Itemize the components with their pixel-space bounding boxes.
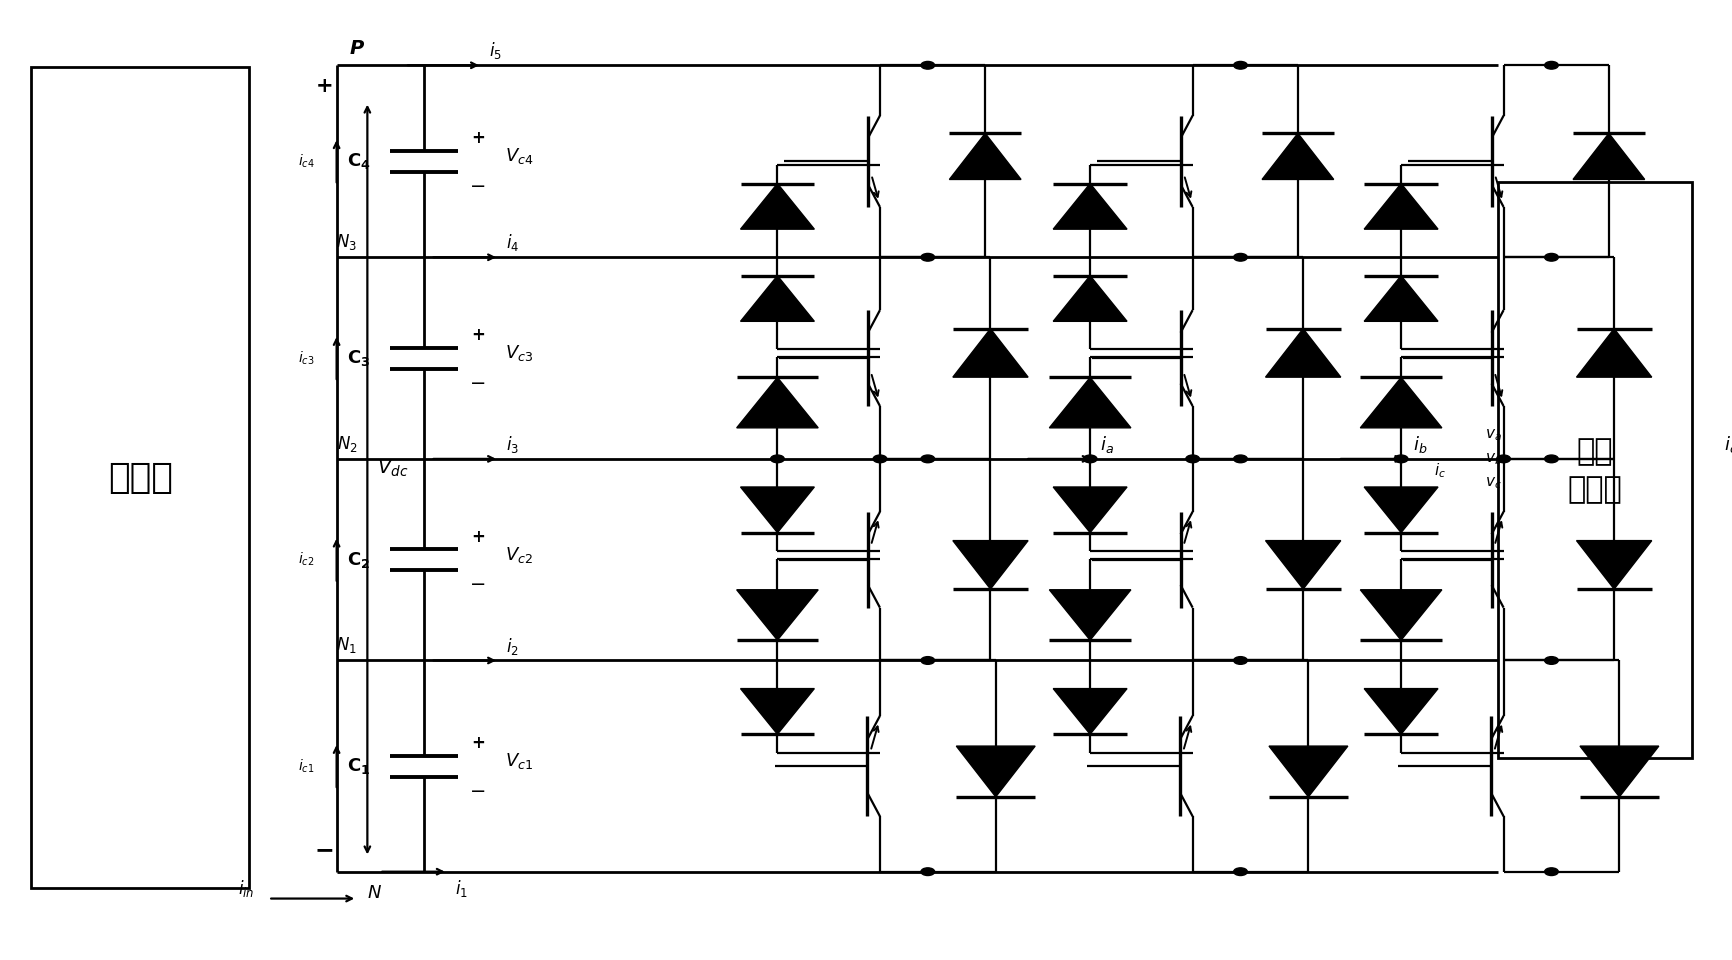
Text: $i_a$: $i_a$	[1100, 434, 1114, 455]
Text: −: −	[315, 839, 334, 863]
Text: +: +	[471, 326, 485, 344]
Circle shape	[1233, 868, 1247, 876]
Polygon shape	[736, 377, 818, 428]
Circle shape	[771, 455, 785, 463]
Polygon shape	[953, 540, 1027, 589]
Text: $\mathbf{C_4}$: $\mathbf{C_4}$	[346, 152, 371, 171]
Circle shape	[1543, 455, 1557, 463]
Text: −: −	[469, 177, 487, 196]
Text: $i_1$: $i_1$	[454, 878, 468, 900]
Text: $i_{c2}$: $i_{c2}$	[298, 551, 313, 568]
Circle shape	[920, 657, 934, 664]
Circle shape	[1082, 455, 1096, 463]
Polygon shape	[1050, 589, 1131, 640]
Polygon shape	[1264, 328, 1341, 377]
Text: 直流侧: 直流侧	[107, 461, 173, 494]
Circle shape	[1543, 253, 1557, 261]
Text: $\mathbf{C_2}$: $\mathbf{C_2}$	[346, 550, 371, 569]
Polygon shape	[1576, 328, 1651, 377]
Polygon shape	[1360, 589, 1441, 640]
Text: $N_1$: $N_1$	[336, 636, 357, 655]
Polygon shape	[736, 589, 818, 640]
Circle shape	[873, 455, 887, 463]
Circle shape	[920, 253, 934, 261]
Text: $i_{c3}$: $i_{c3}$	[298, 349, 313, 367]
FancyBboxPatch shape	[1498, 182, 1690, 758]
Text: 三相
交流侧: 三相 交流侧	[1567, 437, 1621, 504]
Text: $\mathbf{C_3}$: $\mathbf{C_3}$	[346, 348, 371, 368]
Polygon shape	[1363, 276, 1438, 322]
Polygon shape	[1050, 377, 1131, 428]
Circle shape	[920, 868, 934, 876]
Circle shape	[920, 455, 934, 463]
Polygon shape	[956, 746, 1034, 797]
Polygon shape	[1261, 133, 1334, 180]
Text: +: +	[471, 734, 485, 752]
Text: $i_{c1}$: $i_{c1}$	[298, 757, 313, 775]
Text: +: +	[471, 528, 485, 545]
Text: $i_2$: $i_2$	[506, 636, 518, 657]
Text: $V_{dc}$: $V_{dc}$	[378, 458, 409, 479]
Polygon shape	[1264, 540, 1341, 589]
Text: +: +	[471, 130, 485, 147]
Text: $i_{in}$: $i_{in}$	[237, 878, 255, 900]
Circle shape	[1543, 61, 1557, 69]
Text: $v_c$: $v_c$	[1484, 475, 1500, 491]
FancyBboxPatch shape	[31, 67, 249, 888]
Text: −: −	[469, 373, 487, 393]
Circle shape	[1543, 657, 1557, 664]
Polygon shape	[740, 183, 814, 229]
Text: $i_3$: $i_3$	[506, 434, 520, 455]
Polygon shape	[1576, 540, 1651, 589]
Polygon shape	[740, 276, 814, 322]
Circle shape	[1233, 253, 1247, 261]
Text: $v_b$: $v_b$	[1484, 451, 1502, 467]
Text: $\mathbf{C_1}$: $\mathbf{C_1}$	[346, 756, 371, 776]
Text: $i_4$: $i_4$	[506, 232, 520, 253]
Polygon shape	[740, 487, 814, 533]
Polygon shape	[1053, 688, 1126, 734]
Polygon shape	[1053, 276, 1126, 322]
Circle shape	[1394, 455, 1406, 463]
Text: $\boldsymbol{P}$: $\boldsymbol{P}$	[348, 39, 365, 59]
Text: $i_c$: $i_c$	[1432, 461, 1444, 480]
Polygon shape	[1363, 183, 1438, 229]
Polygon shape	[1268, 746, 1347, 797]
Polygon shape	[1053, 487, 1126, 533]
Text: $i_{c4}$: $i_{c4}$	[298, 153, 313, 170]
Text: $i_b$: $i_b$	[1412, 434, 1425, 455]
Polygon shape	[1363, 688, 1438, 734]
Text: $V_{c3}$: $V_{c3}$	[506, 344, 533, 363]
Polygon shape	[1580, 746, 1658, 797]
Text: $N$: $N$	[367, 884, 381, 901]
Text: −: −	[469, 575, 487, 594]
Text: +: +	[315, 77, 333, 96]
Text: $i_5$: $i_5$	[488, 40, 502, 61]
Text: $N_2$: $N_2$	[336, 434, 357, 453]
Text: $V_{c1}$: $V_{c1}$	[506, 752, 533, 771]
Polygon shape	[1363, 487, 1438, 533]
Circle shape	[920, 61, 934, 69]
Polygon shape	[1053, 183, 1126, 229]
Polygon shape	[740, 688, 814, 734]
Polygon shape	[949, 133, 1020, 180]
Circle shape	[1233, 61, 1247, 69]
Circle shape	[1185, 455, 1199, 463]
Text: $V_{c4}$: $V_{c4}$	[506, 147, 533, 166]
Text: $i_c$: $i_c$	[1723, 434, 1732, 455]
Circle shape	[1233, 657, 1247, 664]
Polygon shape	[1360, 377, 1441, 428]
Circle shape	[1496, 455, 1510, 463]
Text: $v_a$: $v_a$	[1484, 427, 1502, 443]
Polygon shape	[1573, 133, 1644, 180]
Circle shape	[1233, 455, 1247, 463]
Text: $V_{c2}$: $V_{c2}$	[506, 545, 533, 564]
Polygon shape	[953, 328, 1027, 377]
Text: $N_3$: $N_3$	[336, 232, 357, 252]
Text: −: −	[469, 781, 487, 801]
Circle shape	[1543, 868, 1557, 876]
